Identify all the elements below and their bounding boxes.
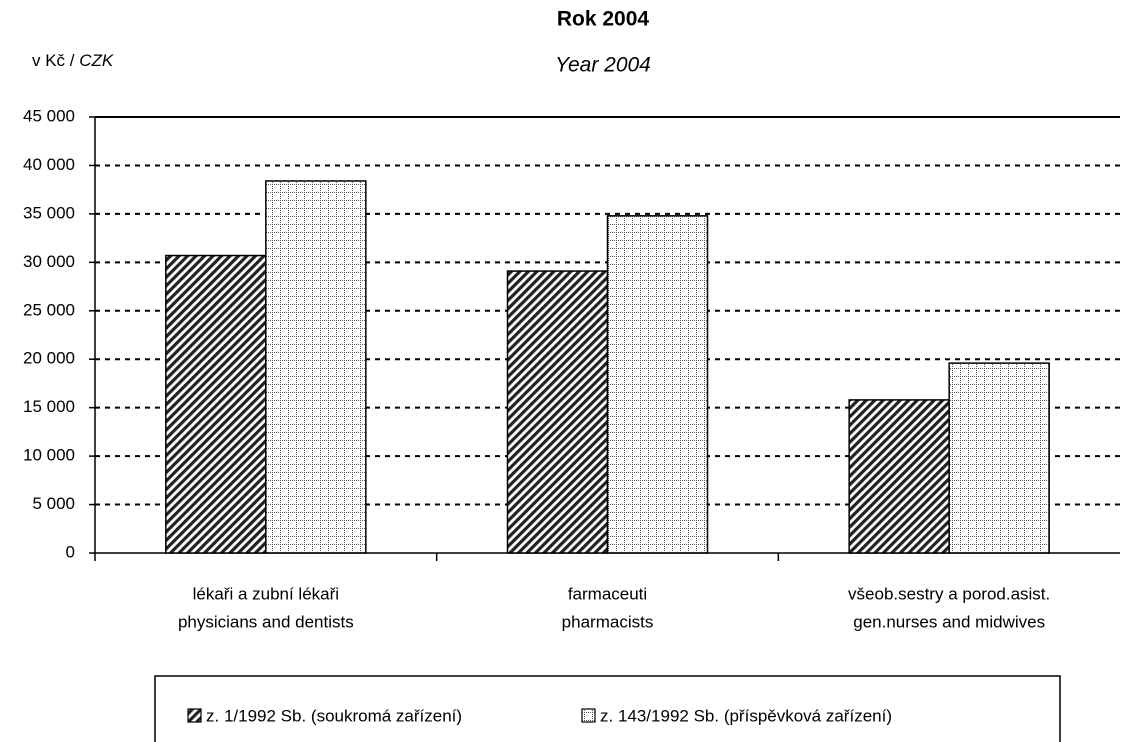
y-axis-label: v Kč / CZK [32,51,114,70]
legend-swatch [581,708,596,723]
bar [265,180,367,554]
x-tick-label: všeob.sestry a porod.asist. [848,584,1050,603]
y-tick-label: 0 [66,542,75,561]
y-tick-label: 35 000 [23,203,75,222]
legend-label: z. 143/1992 Sb. (příspěvková zařízení) [600,706,892,725]
y-tick-label: 15 000 [23,397,75,416]
legend-swatch [187,708,202,723]
y-axis-label-cz: v Kč / [32,51,75,70]
x-tick-label: lékaři a zubní lékaři [193,584,339,603]
bar [506,270,609,554]
y-tick-label: 20 000 [23,349,75,368]
legend-label: z. 1/1992 Sb. (soukromá zařízení) [206,706,462,725]
x-tick-label: farmaceuti [568,584,647,603]
bar [848,399,950,554]
y-tick-label: 25 000 [23,300,75,319]
y-axis-label-en: CZK [79,51,114,70]
y-tick-label: 10 000 [23,446,75,465]
bar [606,215,709,554]
bar [165,254,267,554]
x-tick-label: gen.nurses and midwives [853,612,1045,631]
bar [948,362,1050,554]
legend-box [154,675,1061,742]
chart-subtitle: Year 2004 [555,54,651,77]
y-tick-label: 40 000 [23,155,75,174]
x-tick-label: physicians and dentists [178,612,354,631]
x-tick-label: pharmacists [562,612,654,631]
y-tick-label: 45 000 [23,106,75,125]
y-tick-label: 5 000 [32,494,75,513]
chart-title: Rok 2004 [557,8,650,31]
y-tick-label: 30 000 [23,252,75,271]
